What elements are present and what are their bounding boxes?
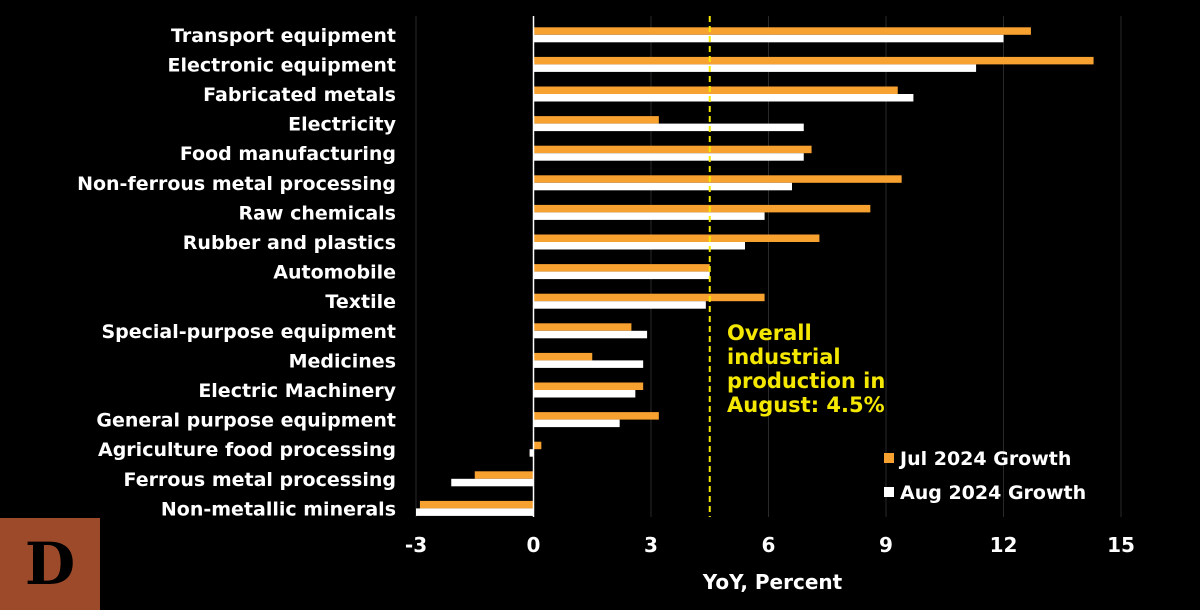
category-label: Automobile [273,262,396,284]
bar-jul-8 [533,264,710,272]
category-label: Non-ferrous metal processing [77,173,396,195]
legend-swatch [884,453,894,463]
category-label: Ferrous metal processing [124,469,397,491]
x-tick-label: 0 [527,533,541,557]
bar-aug-16 [416,508,534,516]
category-label: Electric Machinery [198,380,396,402]
reference-annotation-line: production in [727,369,885,393]
bar-jul-4 [533,145,812,154]
x-tick-label: 12 [990,533,1018,557]
bar-aug-7 [533,242,745,250]
bar-aug-10 [533,330,648,339]
category-label: Raw chemicals [238,202,396,224]
bar-jul-7 [533,234,820,242]
bar-jul-1 [533,56,1094,65]
bar-jul-10 [533,323,632,331]
category-label: Non-metallic minerals [161,498,396,520]
reference-annotation-line: August: 4.5% [727,393,885,417]
bar-jul-0 [533,27,1031,35]
bar-jul-15 [474,471,534,479]
bar-jul-5 [533,175,902,183]
category-label: Electronic equipment [168,54,396,76]
category-label: Electricity [288,114,396,136]
bar-jul-14 [533,441,542,450]
bar-aug-0 [533,34,1004,43]
bar-aug-3 [533,123,804,132]
bar-aug-2 [533,94,914,102]
bar-aug-1 [533,64,977,72]
x-tick-label: -3 [405,533,427,557]
x-tick-label: 3 [644,533,658,557]
category-label: Rubber and plastics [183,232,396,254]
x-tick-label: 15 [1107,533,1135,557]
bar-jul-12 [533,382,644,390]
category-label: General purpose equipment [96,410,396,432]
category-label: Fabricated metals [203,84,396,106]
bar-aug-14 [529,449,534,457]
category-label: Agriculture food processing [98,439,396,461]
x-tick-label: 9 [879,533,893,557]
x-axis-title: YoY, Percent [702,570,843,594]
bar-aug-11 [533,360,644,368]
legend-label: Jul 2024 Growth [898,448,1071,470]
bar-aug-13 [533,419,620,428]
bar-aug-5 [533,182,792,191]
bar-jul-2 [533,86,898,94]
bar-aug-15 [451,478,534,487]
category-label: Special-purpose equipment [101,321,396,343]
bar-aug-4 [533,153,804,161]
bar-jul-9 [533,293,765,302]
category-label: Textile [325,291,396,313]
bar-jul-6 [533,204,871,213]
x-tick-label: 6 [762,533,776,557]
bar-jul-3 [533,116,659,124]
category-label: Medicines [289,350,396,372]
reference-annotation-line: Overall [727,321,812,345]
bar-jul-13 [533,412,659,420]
legend-swatch [884,487,894,497]
bar-aug-9 [533,301,706,309]
logo-letter: D [24,530,76,598]
bar-jul-11 [533,352,593,361]
bar-jul-16 [419,500,534,509]
logo: D [0,518,100,610]
category-label: Transport equipment [171,25,396,47]
bar-aug-12 [533,390,636,398]
legend-label: Aug 2024 Growth [900,482,1086,504]
bar-aug-6 [533,212,765,220]
reference-annotation-line: industrial [727,345,841,369]
category-label: Food manufacturing [180,143,396,165]
bar-aug-8 [533,271,710,280]
